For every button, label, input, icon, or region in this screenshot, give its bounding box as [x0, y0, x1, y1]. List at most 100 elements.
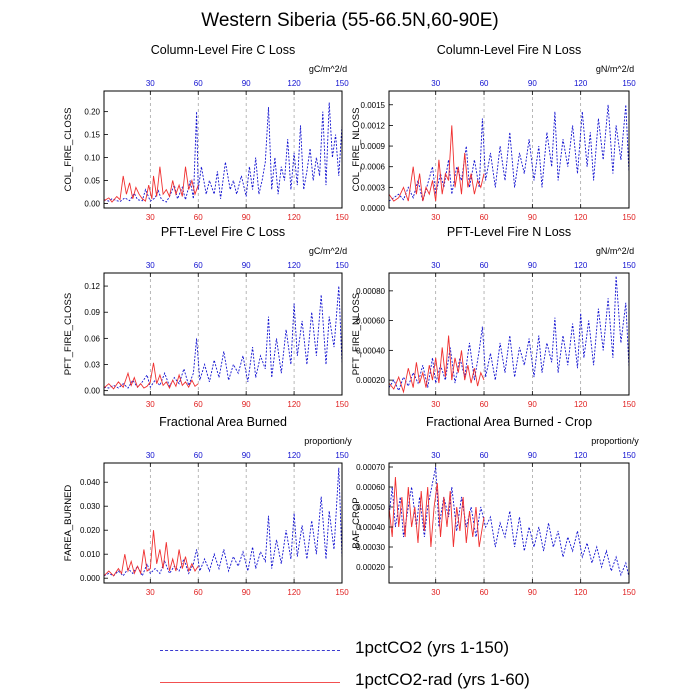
y-tick-label: 0.00060	[356, 317, 385, 326]
x-tick-label-bottom: 30	[146, 588, 155, 597]
x-tick-label-bottom: 90	[528, 400, 537, 409]
x-tick-label-bottom: 30	[146, 213, 155, 222]
x-tick-label-top: 60	[480, 261, 489, 270]
x-tick-label-bottom: 90	[528, 588, 537, 597]
x-tick-label-top: 60	[194, 79, 203, 88]
plot-frame	[388, 272, 630, 396]
x-tick-label-bottom: 90	[242, 400, 251, 409]
x-tick-label-top: 120	[574, 451, 588, 460]
x-tick-label-bottom: 60	[480, 213, 489, 222]
y-tick-label: 0.00020	[356, 376, 385, 385]
x-tick-label-top: 150	[622, 79, 636, 88]
plot-frame	[103, 90, 343, 209]
panel-title: PFT-Level Fire N Loss	[447, 225, 571, 239]
figure-title: Western Siberia (55-66.5N,60-90E)	[201, 10, 499, 31]
y-tick-label: 0.12	[84, 282, 100, 291]
y-tick-label: 0.00030	[356, 543, 385, 552]
y-tick-label: 0.00040	[356, 346, 385, 355]
units-label: gC/m^2/d	[309, 64, 347, 74]
chart-panel-2: Column-Level Fire N Loss gN/m^2/d 30 30 60 60…	[351, 43, 636, 222]
panel-title: PFT-Level Fire C Loss	[161, 225, 285, 239]
y-tick-label: 0.03	[84, 361, 100, 370]
x-tick-label-bottom: 120	[287, 213, 301, 222]
panel-title: Fractional Area Burned	[159, 415, 287, 429]
chart-panel-6: Fractional Area Burned - Crop proportion/…	[351, 415, 639, 597]
y-tick-label: 0.00020	[356, 563, 385, 572]
units-label: gN/m^2/d	[596, 246, 634, 256]
x-tick-label-top: 90	[242, 261, 251, 270]
x-tick-label-top: 150	[622, 451, 636, 460]
units-label: proportion/y	[591, 436, 639, 446]
legend-dashed-line	[160, 650, 340, 651]
x-tick-label-top: 120	[574, 79, 588, 88]
series-line-1pctco2	[103, 467, 343, 577]
x-tick-label-bottom: 150	[335, 400, 349, 409]
x-tick-label-bottom: 150	[622, 213, 636, 222]
y-tick-label: 0.00070	[356, 463, 385, 472]
panel-title: Column-Level Fire N Loss	[437, 43, 582, 57]
y-tick-label: 0.06	[84, 334, 100, 343]
x-tick-label-bottom: 60	[480, 588, 489, 597]
x-tick-label-bottom: 150	[335, 213, 349, 222]
y-axis-label: PFT_FIRE_CLOSS	[63, 293, 74, 375]
y-axis-label: BAF_CROP	[351, 497, 362, 548]
x-tick-label-top: 150	[335, 261, 349, 270]
units-label: proportion/y	[304, 436, 352, 446]
x-tick-label-bottom: 150	[335, 588, 349, 597]
y-tick-label: 0.0015	[361, 101, 386, 110]
x-tick-label-bottom: 120	[287, 400, 301, 409]
x-tick-label-bottom: 120	[574, 400, 588, 409]
x-tick-label-bottom: 30	[431, 213, 440, 222]
x-tick-label-bottom: 120	[574, 588, 588, 597]
x-tick-label-top: 30	[431, 451, 440, 460]
panel-title: Column-Level Fire C Loss	[151, 43, 296, 57]
y-axis-label: COL_FIRE_NLOSS	[351, 108, 362, 192]
x-tick-label-bottom: 30	[146, 400, 155, 409]
x-tick-label-bottom: 120	[574, 213, 588, 222]
x-tick-label-bottom: 90	[242, 588, 251, 597]
x-tick-label-top: 150	[335, 451, 349, 460]
series-line-1pctco2-rad	[388, 125, 485, 202]
series-line-1pctco2-rad	[388, 476, 485, 548]
x-tick-label-top: 120	[287, 261, 301, 270]
x-tick-label-bottom: 150	[622, 400, 636, 409]
y-tick-label: 0.00050	[356, 503, 385, 512]
x-tick-label-top: 60	[194, 451, 203, 460]
x-tick-label-bottom: 60	[194, 213, 203, 222]
legend-label: 1pctCO2 (yrs 1-150)	[355, 638, 509, 657]
plot-frame	[388, 90, 630, 209]
x-tick-label-bottom: 30	[431, 588, 440, 597]
x-tick-label-top: 30	[146, 451, 155, 460]
series-line-1pctco2	[103, 102, 343, 203]
plot-frame	[103, 462, 343, 584]
x-tick-label-top: 90	[528, 79, 537, 88]
y-tick-label: 0.0006	[361, 163, 386, 172]
y-axis-label: PFT_FIRE_NLOSS	[351, 293, 362, 375]
x-tick-label-top: 30	[146, 261, 155, 270]
x-tick-label-bottom: 60	[194, 400, 203, 409]
x-tick-label-top: 120	[287, 79, 301, 88]
x-tick-label-top: 90	[242, 79, 251, 88]
y-tick-label: 0.20	[84, 108, 100, 117]
y-tick-label: 0.10	[84, 154, 100, 163]
units-label: gN/m^2/d	[596, 64, 634, 74]
x-tick-label-bottom: 150	[622, 588, 636, 597]
y-tick-label: 0.15	[84, 131, 100, 140]
chart-panel-1: Column-Level Fire C Loss gC/m^2/d 30 30 60 60…	[63, 43, 349, 222]
y-axis-label: COL_FIRE_CLOSS	[63, 108, 74, 192]
legend-entry-1pctco2-rad: 1pctCO2-rad (yrs 1-60)	[160, 670, 580, 694]
y-axis-label: FAREA_BURNED	[63, 485, 74, 562]
y-tick-label: 0.05	[84, 176, 100, 185]
x-tick-label-bottom: 60	[480, 400, 489, 409]
y-tick-label: 0.0009	[361, 142, 386, 151]
series-line-1pctco2-rad	[103, 362, 199, 390]
legend-label: 1pctCO2-rad (yrs 1-60)	[355, 670, 530, 689]
x-tick-label-bottom: 90	[528, 213, 537, 222]
x-tick-label-bottom: 120	[287, 588, 301, 597]
y-tick-label: 0.00040	[356, 523, 385, 532]
y-tick-label: 0.040	[80, 478, 101, 487]
y-tick-label: 0.00080	[356, 287, 385, 296]
series-line-1pctco2-rad	[103, 166, 199, 203]
x-tick-label-top: 150	[335, 79, 349, 88]
